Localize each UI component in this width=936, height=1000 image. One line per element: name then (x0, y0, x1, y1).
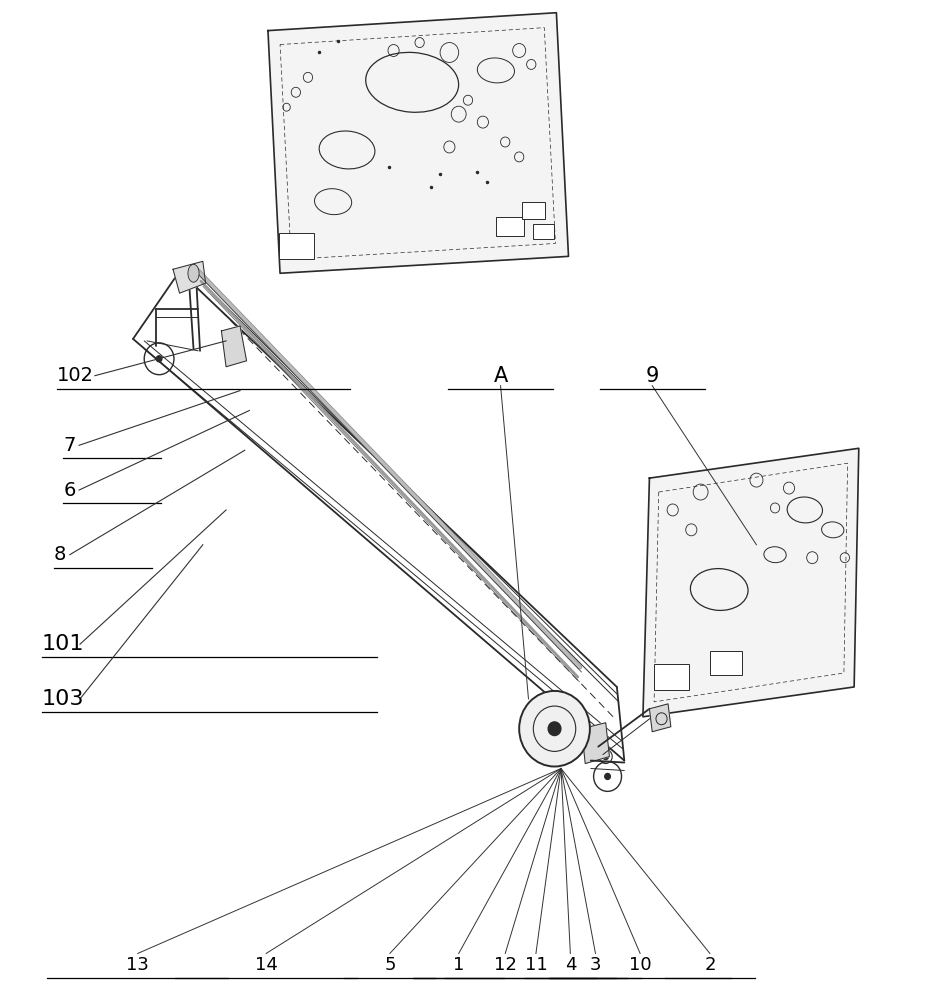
Polygon shape (650, 704, 671, 732)
Text: 103: 103 (42, 689, 84, 709)
Circle shape (548, 722, 561, 736)
Bar (279, 233, 314, 259)
Circle shape (156, 356, 162, 362)
Polygon shape (222, 326, 246, 367)
Bar (654, 664, 690, 690)
Bar (709, 651, 742, 675)
Text: 9: 9 (646, 366, 659, 386)
Polygon shape (581, 723, 609, 764)
Text: 11: 11 (524, 956, 548, 974)
Text: 13: 13 (126, 956, 149, 974)
Circle shape (603, 754, 608, 760)
Circle shape (605, 773, 610, 779)
Text: 14: 14 (255, 956, 278, 974)
Text: 2: 2 (704, 956, 716, 974)
Bar (534, 224, 553, 239)
Polygon shape (268, 13, 568, 273)
Circle shape (519, 691, 590, 767)
Text: 5: 5 (384, 956, 396, 974)
Bar (496, 217, 524, 236)
Text: 1: 1 (453, 956, 464, 974)
Polygon shape (173, 261, 206, 293)
Polygon shape (643, 448, 859, 717)
Text: 3: 3 (590, 956, 601, 974)
Text: 8: 8 (54, 545, 66, 564)
Text: 101: 101 (42, 634, 84, 654)
Text: 102: 102 (57, 366, 94, 385)
Bar (522, 202, 546, 219)
Ellipse shape (188, 264, 199, 282)
Text: A: A (493, 366, 507, 386)
Text: 12: 12 (494, 956, 517, 974)
Text: 6: 6 (64, 481, 76, 500)
Text: 10: 10 (629, 956, 651, 974)
Text: 4: 4 (564, 956, 576, 974)
Text: 7: 7 (64, 436, 76, 455)
